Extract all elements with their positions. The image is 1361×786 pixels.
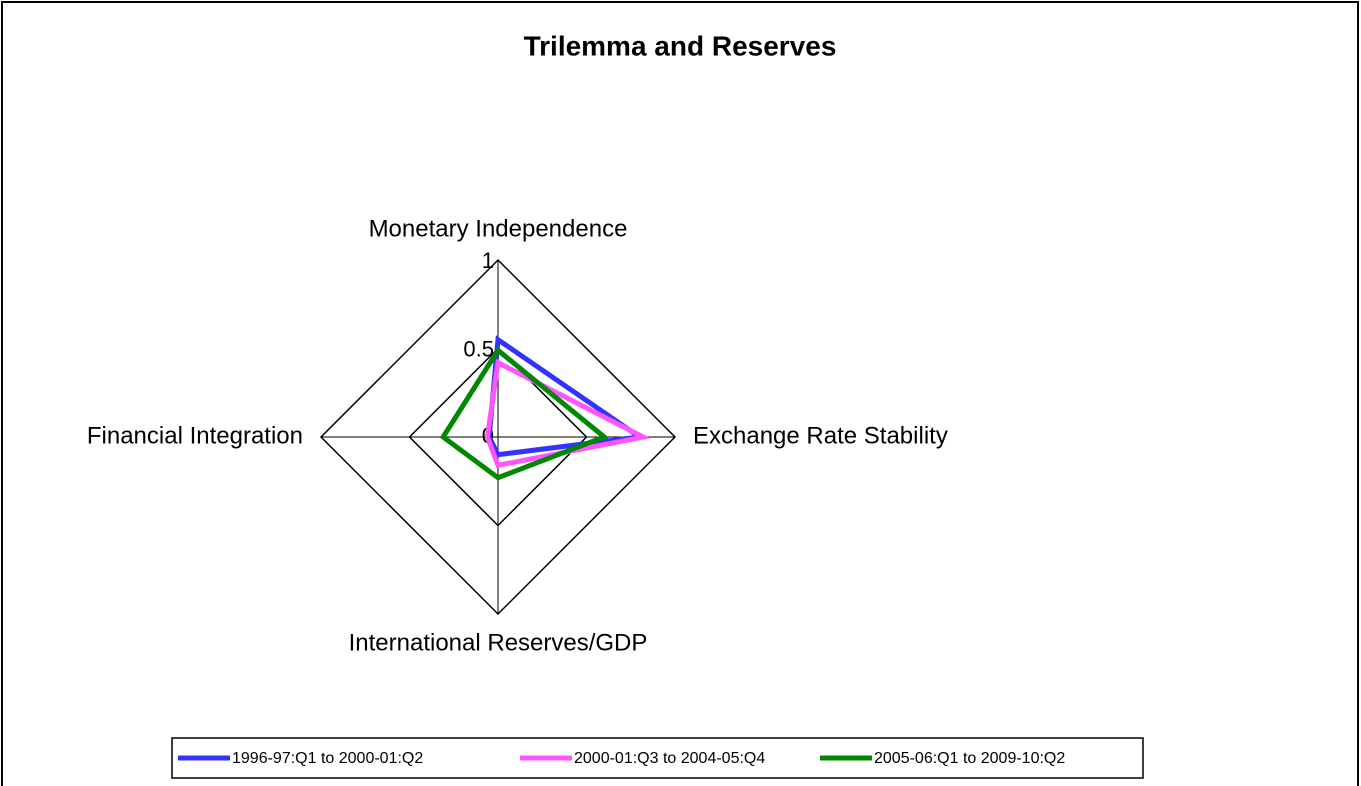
legend-label: 2000-01:Q3 to 2004-05:Q4 bbox=[574, 750, 765, 767]
chart-title: Trilemma and Reserves bbox=[524, 30, 837, 61]
axis-label: International Reserves/GDP bbox=[349, 629, 648, 656]
legend-label: 1996-97:Q1 to 2000-01:Q2 bbox=[232, 750, 423, 767]
tick-label: 1 bbox=[482, 248, 494, 273]
series-polygon bbox=[439, 346, 610, 481]
axis-label: Exchange Rate Stability bbox=[693, 422, 948, 449]
legend-box bbox=[171, 737, 1144, 779]
axis-label: Monetary Independence bbox=[369, 215, 628, 242]
legend-label: 2005-06:Q1 to 2009-10:Q2 bbox=[874, 750, 1065, 767]
series-polygon bbox=[484, 358, 651, 469]
tick-label: 0.5 bbox=[463, 337, 494, 362]
axis-label: Financial Integration bbox=[87, 422, 303, 449]
